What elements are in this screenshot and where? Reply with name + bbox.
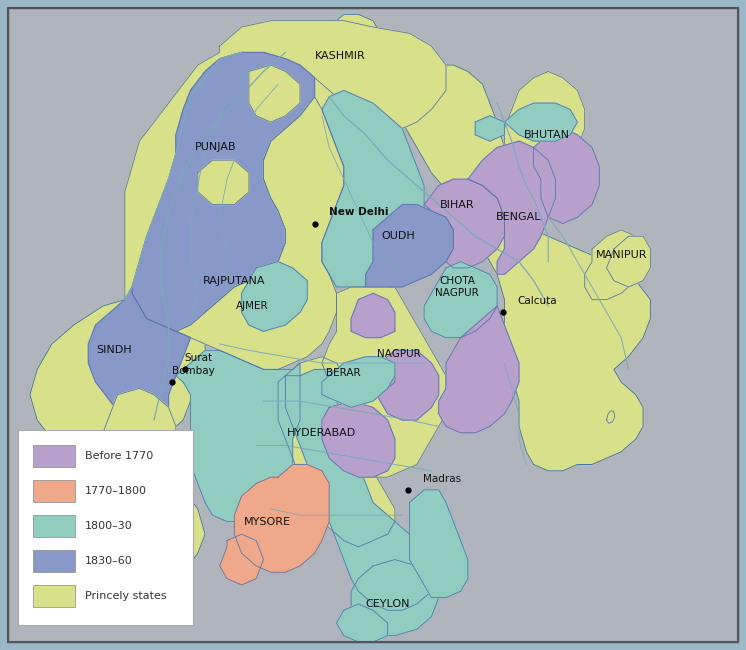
Polygon shape <box>198 160 249 205</box>
Polygon shape <box>322 357 395 408</box>
Polygon shape <box>278 357 395 547</box>
Polygon shape <box>176 97 344 369</box>
Polygon shape <box>504 103 577 141</box>
Text: Calcuta: Calcuta <box>518 296 557 306</box>
Polygon shape <box>366 205 454 287</box>
Polygon shape <box>468 141 556 274</box>
Text: RAJPUTANA: RAJPUTANA <box>203 276 266 285</box>
Polygon shape <box>585 230 643 300</box>
Polygon shape <box>88 287 190 439</box>
Bar <box>33 480 75 502</box>
Text: AJMER: AJMER <box>236 301 269 311</box>
Text: BIHAR: BIHAR <box>439 200 474 209</box>
Polygon shape <box>322 281 446 477</box>
Text: MYSORE: MYSORE <box>244 517 291 526</box>
Text: Madras: Madras <box>423 473 461 484</box>
Bar <box>33 550 75 572</box>
Polygon shape <box>424 179 504 268</box>
Text: New Delhi: New Delhi <box>329 207 389 217</box>
Text: Bombay: Bombay <box>172 366 215 376</box>
Polygon shape <box>606 236 651 287</box>
Polygon shape <box>220 534 263 585</box>
Polygon shape <box>176 350 300 521</box>
Polygon shape <box>475 116 504 141</box>
Bar <box>33 515 75 537</box>
Polygon shape <box>336 604 388 642</box>
Polygon shape <box>322 401 395 477</box>
Text: Princely states: Princely states <box>85 591 166 601</box>
Text: NAGPUR: NAGPUR <box>377 348 421 359</box>
Text: CHOTA: CHOTA <box>439 276 475 285</box>
Polygon shape <box>125 21 446 300</box>
Polygon shape <box>322 90 424 287</box>
Bar <box>33 445 75 467</box>
Text: KASHMIR: KASHMIR <box>315 51 366 60</box>
Text: Before 1770: Before 1770 <box>85 451 153 461</box>
Text: BHUTAN: BHUTAN <box>524 130 570 140</box>
Polygon shape <box>344 357 395 401</box>
Polygon shape <box>30 14 651 592</box>
Text: CEYLON: CEYLON <box>366 599 410 609</box>
Polygon shape <box>351 293 395 338</box>
Text: Surat: Surat <box>185 353 213 363</box>
Bar <box>33 585 75 607</box>
Polygon shape <box>74 452 154 572</box>
Polygon shape <box>351 560 439 636</box>
FancyBboxPatch shape <box>18 430 193 625</box>
Polygon shape <box>249 65 300 122</box>
Polygon shape <box>439 306 519 433</box>
Text: HYDERABAD: HYDERABAD <box>287 428 357 438</box>
Text: 1800–30: 1800–30 <box>85 521 133 531</box>
Polygon shape <box>286 369 439 610</box>
Polygon shape <box>504 72 585 166</box>
Text: SINDH: SINDH <box>96 345 131 356</box>
Text: NAGPUR: NAGPUR <box>435 289 479 298</box>
Text: MANIPUR: MANIPUR <box>595 250 647 260</box>
Polygon shape <box>103 389 176 477</box>
Text: 1830–60: 1830–60 <box>85 556 133 566</box>
Polygon shape <box>424 261 497 338</box>
Polygon shape <box>242 261 307 332</box>
Polygon shape <box>606 411 615 423</box>
Text: OUDH: OUDH <box>382 231 416 241</box>
Text: BENGAL: BENGAL <box>496 212 542 222</box>
Polygon shape <box>132 53 315 332</box>
Text: 1770–1800: 1770–1800 <box>85 486 147 496</box>
Polygon shape <box>533 129 599 224</box>
Text: PUNJAB: PUNJAB <box>195 142 236 153</box>
Polygon shape <box>373 350 439 420</box>
Polygon shape <box>410 490 468 597</box>
Polygon shape <box>234 465 329 572</box>
Text: BERAR: BERAR <box>327 367 361 378</box>
